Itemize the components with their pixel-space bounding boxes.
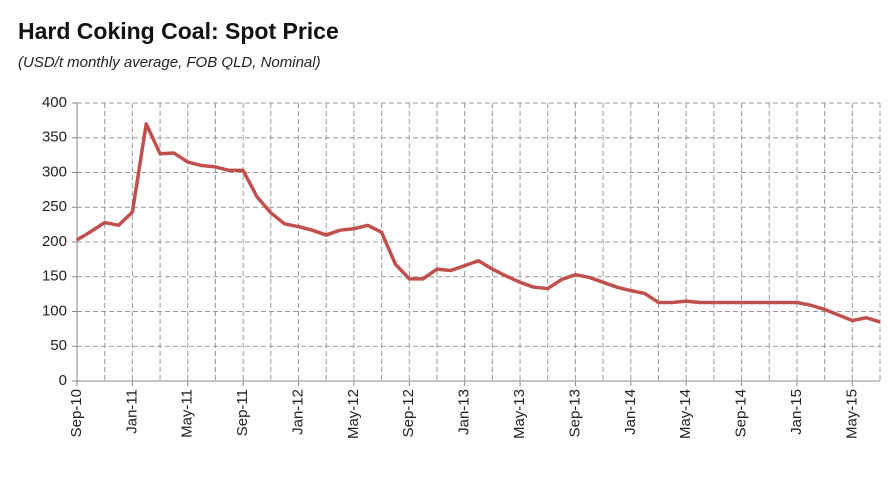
y-tick-label: 0 xyxy=(59,372,67,389)
x-tick-label: Jan-15 xyxy=(788,389,805,435)
y-tick-label: 350 xyxy=(42,129,67,146)
x-tick-label: Jan-11 xyxy=(123,389,140,434)
y-tick-label: 100 xyxy=(42,302,67,319)
x-tick-label: May-12 xyxy=(345,389,362,439)
x-tick-label: May-14 xyxy=(677,389,694,439)
x-tick-label: Sep-13 xyxy=(566,389,583,437)
y-tick-label: 50 xyxy=(50,337,67,354)
y-tick-label: 400 xyxy=(42,94,67,111)
y-tick-label: 250 xyxy=(42,198,67,215)
y-tick-label: 200 xyxy=(42,233,67,250)
x-tick-label: Jan-13 xyxy=(456,389,473,435)
y-tick-label: 150 xyxy=(42,268,67,285)
chart-title: Hard Coking Coal: Spot Price xyxy=(18,18,339,44)
x-tick-label: May-11 xyxy=(179,389,196,438)
x-tick-label: Sep-10 xyxy=(68,389,85,437)
data-line xyxy=(76,122,881,324)
chart-subtitle: (USD/t monthly average, FOB QLD, Nominal… xyxy=(18,54,321,71)
y-tick-label: 300 xyxy=(42,163,67,180)
x-tick-label: Jan-14 xyxy=(622,389,639,435)
x-tick-label: May-13 xyxy=(511,389,528,439)
x-tick-label: May-15 xyxy=(843,389,860,439)
x-tick-label: Sep-12 xyxy=(400,389,417,437)
x-tick-label: Sep-11 xyxy=(234,389,251,436)
x-tick-label: Jan-12 xyxy=(289,389,306,435)
x-tick-label: Sep-14 xyxy=(733,389,750,437)
